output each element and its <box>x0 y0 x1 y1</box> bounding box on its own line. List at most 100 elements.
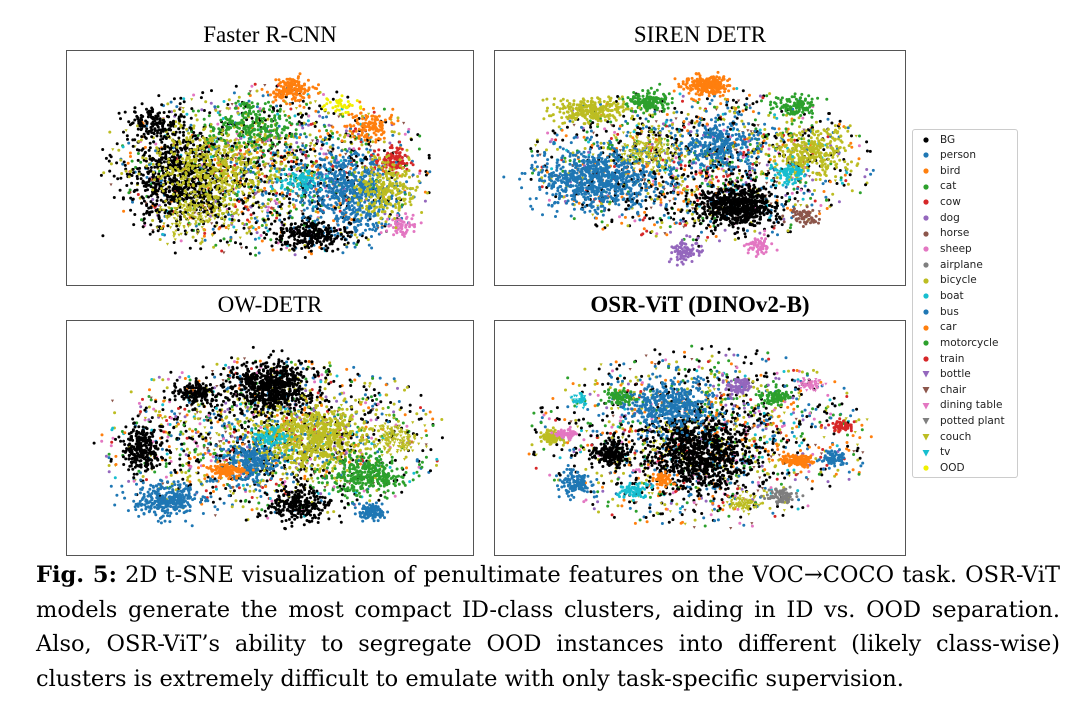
scatter-point-train <box>237 200 241 203</box>
scatter-point-bicycle <box>254 156 258 160</box>
scatter-point-train <box>357 147 361 151</box>
scatter-point-bicycle <box>220 132 224 136</box>
scatter-point-sheep <box>403 132 407 136</box>
scatter-point-bg <box>254 201 258 205</box>
scatter-point-bg <box>148 146 152 150</box>
scatter-point-bg <box>309 249 313 253</box>
scatter-point-bg <box>297 239 301 243</box>
scatter-point-cat <box>255 115 259 119</box>
scatter-point-bg <box>275 232 279 236</box>
scatter-point-bg <box>108 169 112 173</box>
scatter-point-bicycle <box>129 170 132 174</box>
scatter-point-car <box>380 124 384 128</box>
scatter-point-car <box>293 83 297 87</box>
scatter-point-car <box>289 90 293 94</box>
scatter-point-cat <box>268 169 272 173</box>
scatter-point-bicycle <box>161 189 165 193</box>
scatter-point-boat <box>307 172 311 176</box>
scatter-point-bird <box>143 145 147 149</box>
scatter-point-cat <box>314 136 318 140</box>
scatter-point-bird <box>354 129 358 133</box>
scatter-point-dog <box>231 214 234 218</box>
scatter-point-train <box>331 164 335 168</box>
scatter-point-car <box>291 92 295 96</box>
scatter-point-bg <box>343 238 347 242</box>
scatter-point-bicycle <box>181 110 185 114</box>
scatter-point-person <box>353 245 357 249</box>
scatter-point-bg <box>146 171 150 175</box>
scatter-point-cat <box>290 216 294 220</box>
scatter-point-person <box>131 200 134 204</box>
scatter-point-cat <box>294 132 298 136</box>
scatter-point-cat <box>280 131 284 135</box>
scatter-point-couch <box>240 190 244 194</box>
scatter-point-person <box>348 206 352 210</box>
scatter-point-person <box>332 211 336 215</box>
scatter-point-bg <box>301 234 305 238</box>
scatter-point-person <box>322 225 326 229</box>
scatter-point-bicycle <box>394 226 398 230</box>
scatter-point-bg <box>310 238 314 242</box>
scatter-point-person <box>347 173 351 177</box>
scatter-point-person <box>304 191 308 195</box>
scatter-point-car <box>365 135 369 139</box>
scatter-point-bicycle <box>237 95 241 99</box>
scatter-point-bg <box>299 159 303 162</box>
scatter-point-train <box>290 159 293 163</box>
scatter-point-car <box>277 88 281 92</box>
scatter-point-sheep <box>385 229 389 233</box>
scatter-point-motorcycle <box>140 218 143 222</box>
scatter-point-sheep <box>404 225 408 229</box>
scatter-point-couch <box>210 234 214 238</box>
scatter-point-person <box>246 168 250 171</box>
scatter-point-bicycle <box>206 183 210 187</box>
scatter-point-cat <box>229 114 233 118</box>
scatter-point-bg <box>122 160 126 164</box>
scatter-point-bicycle <box>291 203 295 207</box>
scatter-point-person <box>292 165 296 169</box>
scatter-point-car <box>271 162 274 166</box>
scatter-point-bicycle <box>224 178 228 182</box>
scatter-point-dog <box>170 110 173 114</box>
scatter-point-bicycle <box>372 154 376 158</box>
scatter-point-person <box>348 200 352 204</box>
scatter-point-car <box>326 132 330 135</box>
scatter-point-bicycle <box>151 219 155 222</box>
scatter-point-person <box>264 226 268 230</box>
scatter-point-couch <box>177 233 181 237</box>
scatter-point-car <box>362 135 366 139</box>
scatter-point-train <box>389 160 393 164</box>
scatter-point-person <box>341 198 345 202</box>
scatter-point-bicycle <box>235 208 239 212</box>
scatter-point-bicycle <box>309 141 313 145</box>
scatter-point-dog <box>255 231 259 235</box>
scatter-point-bg <box>320 247 324 251</box>
scatter-point-bird <box>314 109 318 113</box>
scatter-point-bg <box>162 171 165 175</box>
scatter-point-train <box>234 205 237 209</box>
scatter-point-couch <box>162 222 166 226</box>
scatter-point-bg <box>144 119 148 123</box>
scatter-point-person <box>373 229 377 233</box>
scatter-point-bg <box>133 118 137 122</box>
scatter-point-car <box>364 121 367 125</box>
scatter-point-bg <box>305 232 309 236</box>
scatter-point-bicycle <box>373 190 377 194</box>
scatter-point-person <box>366 218 370 222</box>
scatter-point-sheep <box>387 224 391 228</box>
scatter-point-bg <box>181 172 185 176</box>
scatter-point-train <box>253 82 257 86</box>
scatter-point-bicycle <box>373 201 377 205</box>
scatter-point-person <box>320 158 324 162</box>
scatter-point-bicycle <box>137 172 141 176</box>
scatter-point-cat <box>275 131 279 135</box>
scatter-point-bg <box>141 179 145 183</box>
scatter-point-bg <box>115 161 119 165</box>
scatter-point-bg <box>301 231 305 235</box>
scatter-point-bg <box>170 178 174 182</box>
scatter-point-bg <box>182 100 186 104</box>
scatter-point-boat <box>305 179 308 183</box>
scatter-point-car <box>306 78 310 82</box>
scatter-point-bg <box>328 230 332 234</box>
scatter-point-car <box>298 72 302 76</box>
